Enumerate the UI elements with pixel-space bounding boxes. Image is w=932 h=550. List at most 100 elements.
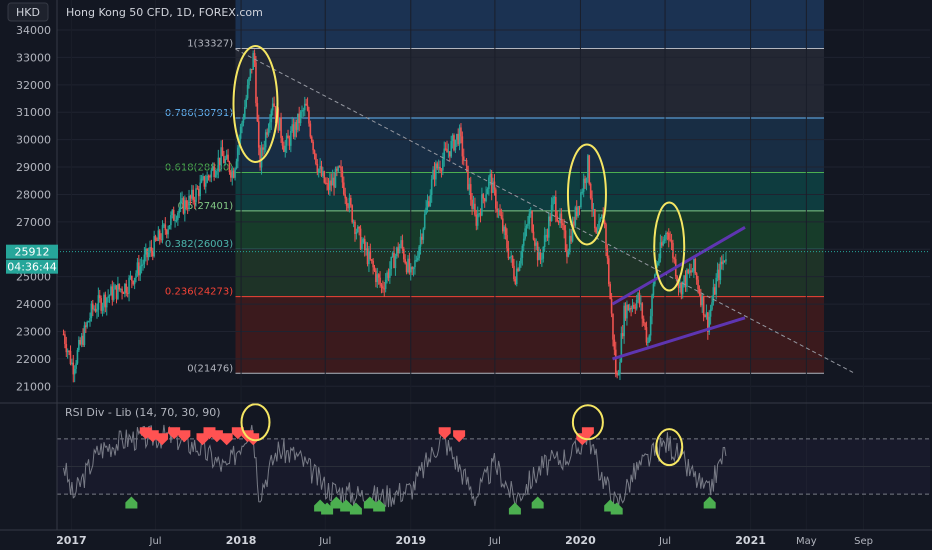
- candle-body: [464, 160, 466, 162]
- y-tick-label: 27000: [16, 216, 51, 229]
- candle-body: [676, 276, 678, 283]
- candle-body: [336, 168, 338, 171]
- candle-body: [660, 242, 663, 246]
- candle-body: [442, 159, 444, 171]
- candle-body: [492, 181, 494, 193]
- candle-body: [507, 248, 510, 259]
- candle-body: [383, 288, 386, 290]
- candle-body: [666, 232, 669, 234]
- candle-body: [690, 270, 692, 273]
- candle-body: [292, 124, 295, 137]
- highlight-ellipse: [240, 403, 271, 442]
- y-tick-label: 28000: [16, 188, 51, 201]
- candle-body: [499, 210, 501, 216]
- candle-body: [461, 136, 464, 157]
- bearish-divergence-marker: [156, 433, 169, 446]
- candle-body: [633, 304, 635, 308]
- candle-body: [160, 239, 162, 241]
- bearish-divergence-marker: [453, 430, 466, 443]
- upper-channel-line: [611, 226, 746, 306]
- candle-body: [316, 163, 319, 173]
- candle-body: [619, 362, 621, 374]
- highlight-ellipse: [653, 201, 686, 292]
- candle-body: [577, 206, 579, 217]
- candle-body: [571, 221, 574, 242]
- candle-body: [246, 84, 249, 99]
- candle-body: [460, 127, 462, 137]
- bullish-divergence-marker: [321, 502, 334, 515]
- candle-body: [170, 215, 172, 226]
- bearish-divergence-marker: [581, 427, 594, 440]
- candle-body: [273, 103, 275, 107]
- candle-body: [331, 177, 334, 186]
- candle-body: [122, 292, 125, 294]
- candle-body: [679, 282, 681, 289]
- candle-body: [672, 242, 674, 259]
- candle-body: [566, 249, 568, 257]
- candle-body: [315, 153, 317, 164]
- candle-body: [64, 334, 66, 345]
- candle-body: [493, 181, 496, 190]
- candle-body: [405, 263, 408, 273]
- candle-body: [98, 295, 101, 299]
- candle-body: [149, 247, 151, 253]
- bullish-divergence-marker: [508, 502, 521, 515]
- candle-body: [686, 269, 688, 287]
- candle-body: [404, 259, 406, 264]
- candle-body: [214, 174, 217, 177]
- fib-band-top: [235, 0, 824, 49]
- highlight-ellipse: [566, 143, 607, 246]
- candle-body: [693, 258, 695, 272]
- candle-body: [641, 303, 644, 319]
- last-price-badge: 25912 04:36:44: [6, 244, 58, 274]
- candle-body: [645, 327, 648, 343]
- highlight-ellipse: [655, 428, 684, 467]
- candle-body: [502, 218, 504, 232]
- candle-body: [478, 213, 480, 215]
- candle-body: [153, 236, 155, 257]
- x-axis: 2017 Jul 2018 Jul 2019 Jul 2020 Jul 2021 May Sep: [56, 534, 873, 547]
- candle-body: [146, 248, 148, 258]
- candle-body: [384, 279, 387, 289]
- fib-band: [235, 48, 824, 118]
- candle-body: [125, 283, 128, 293]
- candle-body: [606, 248, 609, 259]
- candle-body: [174, 220, 176, 222]
- currency-badge[interactable]: [7, 2, 49, 22]
- candle-body: [545, 234, 547, 236]
- candle-body: [662, 240, 664, 246]
- candle-body: [709, 309, 712, 317]
- candle-body: [191, 189, 193, 199]
- candle-body: [96, 309, 98, 312]
- candle-body: [647, 342, 649, 344]
- candle-body: [428, 201, 430, 207]
- candle-body: [637, 293, 639, 300]
- candle-body: [630, 307, 632, 309]
- candle-body: [250, 68, 253, 70]
- bullish-divergence-marker: [363, 496, 376, 509]
- candle-body: [515, 268, 518, 284]
- dashed-trendline: [235, 48, 854, 374]
- candle-body: [157, 230, 160, 241]
- candle-body: [387, 272, 390, 278]
- candle-body: [450, 141, 453, 157]
- candle-body: [716, 269, 719, 278]
- candle-body: [495, 189, 497, 209]
- candle-body: [192, 189, 195, 200]
- bearish-divergence-marker: [178, 430, 191, 443]
- candle-body: [253, 53, 256, 63]
- bearish-divergence-marker: [196, 433, 209, 446]
- x-tick-label: 2017: [56, 534, 87, 547]
- candle-body: [455, 133, 458, 140]
- candle-body: [302, 110, 305, 112]
- chart-header: HKD Hong Kong 50 CFD, 1D, FOREX.com: [7, 2, 263, 22]
- candle-body: [167, 228, 169, 235]
- candle-body: [695, 273, 698, 280]
- highlight-ellipse: [232, 45, 279, 163]
- candle-body: [245, 98, 248, 107]
- candle-body: [259, 147, 261, 168]
- y-tick-label: 30000: [16, 134, 51, 147]
- rsi-panel: [57, 403, 930, 515]
- y-tick-label: 23000: [16, 325, 51, 338]
